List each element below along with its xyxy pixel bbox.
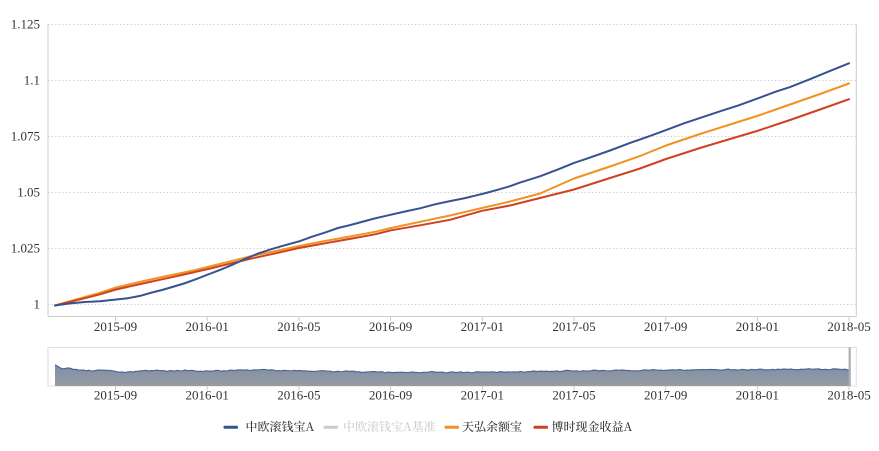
svg-text:1.05: 1.05: [17, 185, 40, 200]
svg-text:2016-09: 2016-09: [369, 319, 412, 334]
svg-text:2015-09: 2015-09: [94, 319, 137, 334]
svg-text:2017-09: 2017-09: [644, 388, 687, 403]
svg-text:2017-09: 2017-09: [644, 319, 687, 334]
svg-text:1.025: 1.025: [11, 241, 40, 256]
svg-text:2016-01: 2016-01: [186, 319, 229, 334]
svg-text:1.1: 1.1: [24, 73, 40, 88]
svg-text:1: 1: [34, 297, 41, 312]
svg-text:2018-05: 2018-05: [827, 319, 870, 334]
svg-text:2017-05: 2017-05: [552, 319, 595, 334]
svg-text:2017-01: 2017-01: [461, 388, 504, 403]
svg-text:2018-05: 2018-05: [827, 388, 870, 403]
svg-text:2016-05: 2016-05: [277, 388, 320, 403]
svg-text:2016-05: 2016-05: [277, 319, 320, 334]
svg-text:2017-05: 2017-05: [552, 388, 595, 403]
svg-text:2017-01: 2017-01: [461, 319, 504, 334]
svg-text:2018-01: 2018-01: [736, 388, 779, 403]
svg-text:2016-01: 2016-01: [186, 388, 229, 403]
svg-text:2015-09: 2015-09: [94, 388, 137, 403]
svg-text:1.075: 1.075: [11, 129, 40, 144]
svg-text:2016-09: 2016-09: [369, 388, 412, 403]
svg-text:1.125: 1.125: [11, 17, 40, 32]
svg-text:2018-01: 2018-01: [736, 319, 779, 334]
